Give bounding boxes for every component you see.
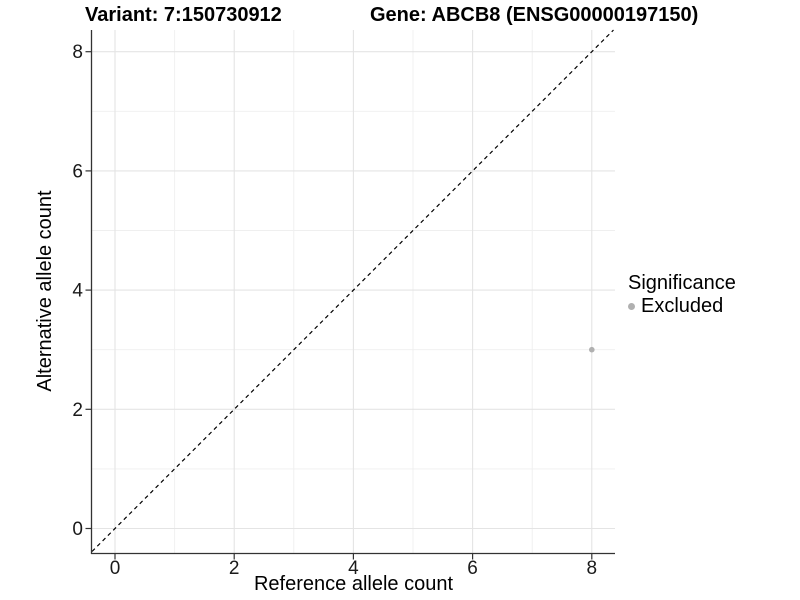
x-tick-label: 0: [110, 558, 121, 579]
legend-point-icon: [628, 303, 635, 310]
y-tick-label: 2: [72, 400, 83, 421]
x-tick-label: 8: [587, 558, 598, 579]
legend-item-label: Excluded: [641, 295, 724, 317]
y-axis-title: Alternative allele count: [34, 190, 56, 392]
plot-title-gene: Gene: ABCB8 (ENSG00000197150): [370, 4, 699, 26]
legend: Significance Excluded: [628, 271, 736, 318]
legend-item-excluded: Excluded: [628, 295, 736, 318]
plot-title-variant: Variant: 7:150730912: [85, 4, 282, 26]
x-axis-title: Reference allele count: [253, 573, 453, 595]
y-tick-label: 0: [72, 519, 83, 540]
data-point: [589, 346, 595, 353]
x-tick-label: 6: [467, 558, 478, 579]
y-tick-label: 8: [72, 42, 83, 63]
y-tick-label: 4: [72, 281, 83, 302]
identity-line: [91, 29, 614, 552]
legend-title: Significance: [628, 272, 736, 294]
y-tick-label: 6: [72, 161, 83, 182]
x-tick-label: 2: [229, 558, 240, 579]
x-tick-label: 4: [348, 558, 359, 579]
